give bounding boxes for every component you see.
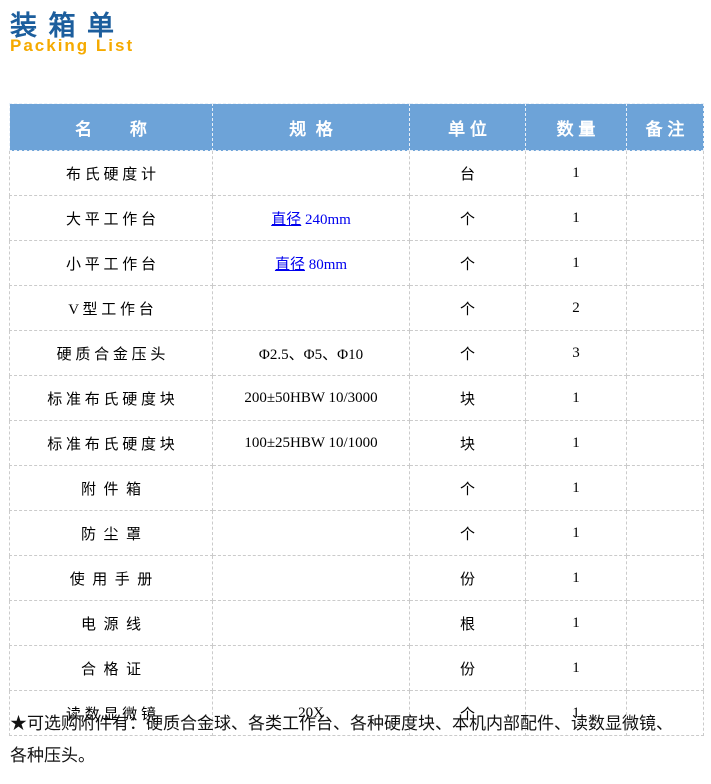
item-name-cell: 防 尘 罩 — [9, 510, 213, 556]
item-name-cell: 标 准 布 氏 硬 度 块 — [9, 420, 213, 466]
item-qty-cell: 1 — [525, 150, 627, 196]
item-note-cell — [626, 330, 704, 376]
footer-note: ★可选购附件有：硬质合金球、各类工作台、各种硬度块、本机内部配件、读数显微镜、各… — [10, 714, 673, 765]
item-spec-cell — [212, 150, 410, 196]
item-spec-cell: 200±50HBW 10/3000 — [212, 375, 410, 421]
item-qty-cell: 1 — [525, 240, 627, 286]
spec-link[interactable]: 直径 80mm — [274, 256, 348, 273]
column-header: 备 注 — [626, 103, 704, 151]
item-note-cell — [626, 690, 704, 736]
item-name-cell: 附 件 箱 — [9, 465, 213, 511]
item-qty-cell: 2 — [525, 285, 627, 331]
item-qty-cell: 1 — [525, 555, 627, 601]
item-name-cell: V 型 工 作 台 — [9, 285, 213, 331]
item-qty-cell: 3 — [525, 330, 627, 376]
item-unit-cell: 个 — [409, 510, 526, 556]
item-spec-cell — [212, 555, 410, 601]
item-qty-cell: 1 — [525, 600, 627, 646]
item-qty-cell: 1 — [525, 195, 627, 241]
table-row: 大 平 工 作 台 直径 240mm 个 1 — [9, 195, 704, 241]
item-spec-cell: 100±25HBW 10/1000 — [212, 420, 410, 466]
column-header: 数 量 — [525, 103, 627, 151]
table-row: 标 准 布 氏 硬 度 块 200±50HBW 10/3000 块 1 — [9, 375, 704, 421]
item-unit-cell: 份 — [409, 645, 526, 691]
item-unit-cell: 根 — [409, 600, 526, 646]
table-row: 硬 质 合 金 压 头 Φ2.5、Φ5、Φ10 个 3 — [9, 330, 704, 376]
item-name-cell: 电 源 线 — [9, 600, 213, 646]
item-unit-cell: 个 — [409, 330, 526, 376]
header-row: 名 称规 格单 位数 量备 注 — [9, 103, 704, 151]
table-row: 标 准 布 氏 硬 度 块 100±25HBW 10/1000 块 1 — [9, 420, 704, 466]
item-spec-cell — [212, 285, 410, 331]
item-unit-cell: 个 — [409, 285, 526, 331]
item-unit-cell: 个 — [409, 690, 526, 736]
item-qty-cell: 1 — [525, 510, 627, 556]
spec-link-label: 直径 — [274, 256, 305, 273]
item-unit-cell: 台 — [409, 150, 526, 196]
item-unit-cell: 个 — [409, 240, 526, 286]
item-spec-cell: 直径 240mm — [212, 195, 410, 241]
item-unit-cell: 份 — [409, 555, 526, 601]
item-spec-cell — [212, 510, 410, 556]
item-note-cell — [626, 510, 704, 556]
item-note-cell — [626, 465, 704, 511]
item-name-cell: 使 用 手 册 — [9, 555, 213, 601]
item-spec-cell — [212, 600, 410, 646]
item-name-cell: 硬 质 合 金 压 头 — [9, 330, 213, 376]
item-note-cell — [626, 285, 704, 331]
item-note-cell — [626, 420, 704, 466]
item-note-cell — [626, 375, 704, 421]
item-name-cell: 布 氏 硬 度 计 — [9, 150, 213, 196]
item-spec-cell: 直径 80mm — [212, 240, 410, 286]
item-qty-cell: 1 — [525, 645, 627, 691]
item-note-cell — [626, 240, 704, 286]
item-note-cell — [626, 645, 704, 691]
item-qty-cell: 1 — [525, 375, 627, 421]
item-name-cell: 合 格 证 — [9, 645, 213, 691]
page-title: 装 箱 单 — [10, 11, 117, 41]
item-spec-cell — [212, 645, 410, 691]
column-header: 规 格 — [212, 103, 410, 151]
item-unit-cell: 块 — [409, 375, 526, 421]
item-name-cell: 小 平 工 作 台 — [9, 240, 213, 286]
item-spec-cell — [212, 465, 410, 511]
column-header: 名 称 — [9, 103, 213, 151]
spec-link-label: 直径 — [271, 211, 302, 228]
item-note-cell — [626, 555, 704, 601]
item-name-cell: 标 准 布 氏 硬 度 块 — [9, 375, 213, 421]
item-qty-cell: 1 — [525, 465, 627, 511]
table-row: 小 平 工 作 台 直径 80mm 个 1 — [9, 240, 704, 286]
item-qty-cell: 1 — [525, 420, 627, 466]
item-note-cell — [626, 195, 704, 241]
packing-table-header: 名 称规 格单 位数 量备 注 — [9, 103, 704, 151]
item-note-cell — [626, 150, 704, 196]
item-note-cell — [626, 600, 704, 646]
page-subtitle: Packing List — [10, 36, 135, 55]
item-unit-cell: 个 — [409, 465, 526, 511]
item-spec-cell: Φ2.5、Φ5、Φ10 — [212, 330, 410, 376]
table-row: 读 数 显 微 镜 20X 个 1 — [9, 690, 704, 736]
spec-link[interactable]: 直径 240mm — [271, 211, 351, 228]
item-unit-cell: 块 — [409, 420, 526, 466]
column-header: 单 位 — [409, 103, 526, 151]
item-name-cell: 大 平 工 作 台 — [9, 195, 213, 241]
item-unit-cell: 个 — [409, 195, 526, 241]
item-qty-cell: 1 — [525, 690, 627, 736]
item-spec-cell: 20X — [212, 690, 410, 736]
